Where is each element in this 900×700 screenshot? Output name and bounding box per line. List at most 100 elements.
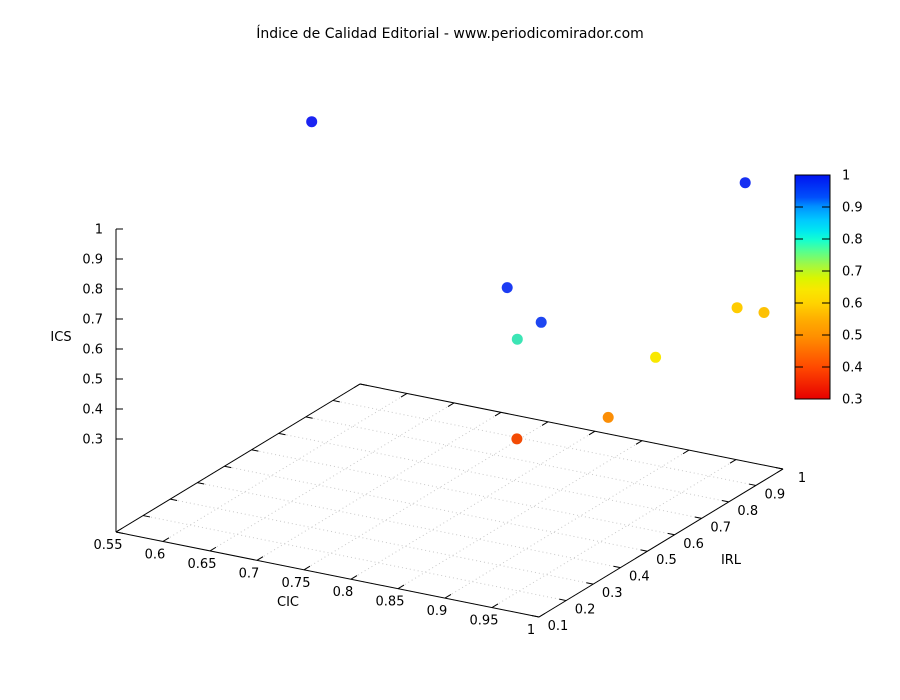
colorbar-tick-label: 0.9 — [842, 201, 863, 216]
cic-tick-label: 0.7 — [239, 566, 260, 581]
cic-tick-label: 0.75 — [282, 576, 311, 591]
irl-tick-label: 1 — [798, 471, 806, 486]
data-point — [501, 282, 513, 294]
irl-mirror-tick — [278, 432, 286, 436]
irl-tick — [667, 532, 675, 536]
data-point — [650, 351, 662, 363]
ics-tick-label: 0.4 — [82, 403, 103, 418]
cic-mirror-tick — [447, 402, 455, 407]
irl-mirror-tick — [359, 383, 367, 386]
colorbar-tick-label: 0.7 — [842, 265, 863, 280]
cic-mirror-tick — [729, 459, 737, 464]
data-point — [602, 411, 614, 423]
grid-line-cic — [350, 430, 596, 580]
ics-axis-label: ICS — [50, 330, 71, 345]
irl-tick-label: 0.1 — [548, 619, 569, 634]
colorbar-tick-label: 0.5 — [842, 329, 863, 344]
cic-tick — [162, 537, 170, 542]
colorbar-tick-label: 0.3 — [842, 393, 863, 408]
cic-tick — [209, 546, 217, 552]
chart-title: Índice de Calidad Editorial - www.period… — [256, 26, 644, 42]
cic-mirror-tick — [588, 430, 596, 436]
irl-tick-label: 0.3 — [602, 586, 623, 601]
irl-axis-line — [538, 468, 784, 618]
cic-tick — [115, 527, 123, 533]
grid-line-cic — [303, 421, 549, 571]
grid-line-cic — [162, 393, 408, 542]
irl-tick — [721, 500, 729, 503]
ics-tick-label: 0.3 — [82, 433, 103, 448]
colorbar-tick-label: 0.8 — [842, 233, 863, 248]
cic-mirror-tick — [494, 411, 502, 417]
colorbar — [794, 174, 831, 400]
colorbar-tick-label: 0.6 — [842, 297, 863, 312]
cic-tick-label: 0.55 — [94, 538, 123, 553]
irl-tick-label: 0.8 — [737, 504, 758, 519]
cic-tick-label: 0.6 — [145, 547, 166, 562]
grid-line-irl — [251, 449, 675, 536]
cic-tick-label: 0.65 — [188, 557, 217, 572]
cic-mirror-tick — [776, 468, 784, 474]
data-point — [739, 177, 751, 189]
data-point — [731, 302, 743, 314]
cic-tick — [256, 556, 264, 561]
grid-line-irl — [170, 498, 594, 585]
cic-tick-label: 0.8 — [333, 585, 354, 600]
irl-tick-label: 0.4 — [629, 570, 650, 585]
ics-tick-label: 0.5 — [82, 373, 103, 388]
grid-line-cic — [256, 411, 502, 561]
data-point — [535, 316, 547, 328]
cic-tick — [303, 565, 311, 571]
data-point — [511, 333, 523, 345]
grid-line-cic — [209, 402, 455, 552]
colorbar-tick-label: 1 — [842, 169, 850, 184]
cic-tick-label: 0.9 — [427, 604, 448, 619]
grid-line-irl — [305, 416, 729, 503]
cic-axis-line — [115, 531, 540, 618]
irl-tick-label: 0.2 — [575, 603, 596, 618]
irl-tick-label: 0.6 — [683, 537, 704, 552]
cic-tick — [444, 594, 452, 599]
cic-mirror-tick — [541, 421, 549, 426]
grid-line-irl — [224, 465, 648, 552]
irl-tick — [640, 549, 648, 552]
grid-line-irl — [278, 432, 702, 519]
data-point — [306, 116, 318, 128]
irl-tick — [559, 598, 567, 602]
irl-mirror-tick — [197, 482, 205, 485]
cic-tick — [538, 612, 546, 618]
grid-line-irl — [332, 399, 756, 486]
irl-tick — [748, 483, 756, 486]
back-right-edge — [359, 383, 784, 470]
ics-tick-label: 0.9 — [82, 253, 103, 268]
cic-mirror-tick — [635, 440, 643, 445]
irl-mirror-tick — [251, 449, 259, 452]
cic-tick — [397, 584, 405, 590]
irl-axis-label: IRL — [721, 553, 742, 568]
cic-tick-label: 1 — [527, 623, 535, 638]
grid-line-cic — [397, 440, 643, 590]
irl-mirror-tick — [115, 531, 123, 534]
cic-tick — [491, 603, 499, 608]
cic-tick-label: 0.85 — [376, 595, 405, 610]
irl-tick-label: 0.9 — [765, 487, 786, 502]
ics-tick-label: 0.7 — [82, 313, 103, 328]
data-point — [511, 433, 523, 445]
colorbar-tick-label: 0.4 — [842, 361, 863, 376]
irl-mirror-tick — [224, 465, 232, 469]
cic-mirror-tick — [400, 393, 408, 398]
irl-mirror-tick — [143, 515, 151, 518]
cic-axis-label: CIC — [277, 595, 299, 610]
irl-mirror-tick — [332, 399, 340, 403]
irl-tick-label: 0.7 — [710, 520, 731, 535]
grid-line-irl — [197, 482, 621, 569]
irl-mirror-tick — [170, 498, 178, 501]
irl-tick — [613, 565, 621, 569]
cic-tick — [350, 575, 358, 580]
irl-tick-label: 0.5 — [656, 553, 677, 568]
irl-mirror-tick — [305, 416, 313, 419]
grid-line-cic — [444, 449, 690, 599]
ics-tick-label: 0.6 — [82, 343, 103, 358]
irl-tick — [694, 516, 702, 519]
